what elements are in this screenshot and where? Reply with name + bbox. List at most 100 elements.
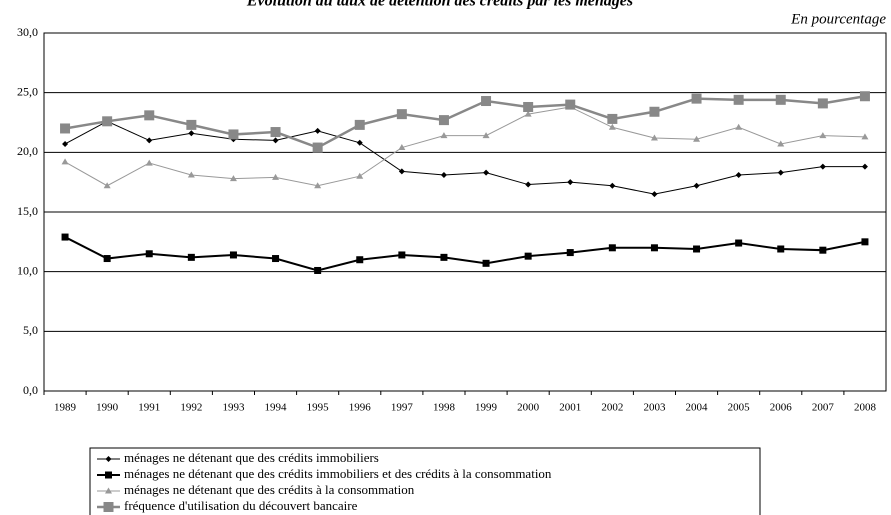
point xyxy=(693,182,700,189)
point xyxy=(102,116,113,127)
x-tick-label: 1995 xyxy=(307,402,330,414)
y-tick-label: 15,0 xyxy=(17,204,38,218)
point xyxy=(272,137,279,144)
legend-marker xyxy=(105,487,112,494)
legend-marker xyxy=(105,471,112,479)
x-tick-label: 2005 xyxy=(728,402,751,414)
point xyxy=(565,99,576,110)
point xyxy=(649,106,660,117)
point xyxy=(566,249,574,257)
point xyxy=(651,191,658,198)
point xyxy=(609,182,616,189)
point xyxy=(61,233,69,241)
point xyxy=(228,129,239,140)
x-tick-label: 2006 xyxy=(770,402,793,414)
point xyxy=(650,134,658,141)
point xyxy=(144,110,155,121)
series-line xyxy=(64,106,865,187)
point xyxy=(398,144,406,151)
x-tick-label: 1996 xyxy=(349,402,372,414)
y-tick-label: 25,0 xyxy=(17,84,38,98)
point xyxy=(60,123,71,134)
point xyxy=(524,110,532,117)
point xyxy=(440,132,448,139)
point xyxy=(608,244,616,252)
legend-label: ménages ne détenant que des crédits immo… xyxy=(124,450,379,465)
point xyxy=(440,172,447,179)
point xyxy=(525,181,532,188)
y-tick-label: 0,0 xyxy=(23,383,38,397)
x-tick-label: 1997 xyxy=(391,402,414,414)
x-tick-label: 1992 xyxy=(180,402,202,414)
point xyxy=(483,169,490,176)
y-tick-label: 30,0 xyxy=(17,25,38,39)
x-tick-label: 1990 xyxy=(96,402,119,414)
point xyxy=(524,252,532,260)
point xyxy=(861,163,868,170)
x-tick-label: 1994 xyxy=(265,402,288,414)
point xyxy=(819,163,826,170)
point xyxy=(396,109,407,120)
point xyxy=(272,255,280,263)
point xyxy=(186,119,197,130)
series-line xyxy=(64,236,866,272)
point xyxy=(398,251,406,259)
point xyxy=(440,253,448,261)
legend-marker xyxy=(103,502,114,512)
x-tick-label: 1998 xyxy=(433,402,456,414)
legend-label: fréquence d'utilisation du découvert ban… xyxy=(124,498,358,513)
legend-box xyxy=(89,447,761,515)
point xyxy=(523,101,534,112)
point xyxy=(861,238,869,246)
x-tick-label: 1991 xyxy=(138,402,160,414)
point xyxy=(733,94,744,105)
x-tick-label: 1989 xyxy=(54,402,77,414)
point xyxy=(145,159,153,166)
point xyxy=(356,172,364,179)
point xyxy=(188,130,195,137)
x-tick-label: 2000 xyxy=(517,402,540,414)
x-tick-label: 1999 xyxy=(475,402,498,414)
point xyxy=(356,256,364,264)
legend-label: ménages ne détenant que des crédits immo… xyxy=(124,466,552,481)
point xyxy=(777,169,784,176)
x-tick-label: 2001 xyxy=(559,402,581,414)
point xyxy=(272,173,280,180)
point xyxy=(819,132,827,139)
chart-title: Évolution du taux de détention des crédi… xyxy=(246,0,633,10)
point xyxy=(103,255,111,263)
legend-marker xyxy=(105,456,112,462)
point xyxy=(145,250,153,258)
point xyxy=(229,175,237,182)
legend-label: ménages ne détenant que des crédits à la… xyxy=(124,482,415,497)
point xyxy=(650,244,658,252)
point xyxy=(354,119,365,130)
x-tick-label: 2007 xyxy=(812,402,835,414)
point xyxy=(482,259,490,267)
point xyxy=(187,253,195,261)
point xyxy=(691,93,702,104)
point xyxy=(482,132,490,139)
point xyxy=(735,239,743,247)
point xyxy=(438,115,449,126)
point xyxy=(775,94,786,105)
point xyxy=(146,137,153,144)
point xyxy=(356,139,363,146)
x-tick-label: 2008 xyxy=(854,402,877,414)
point xyxy=(314,182,322,189)
point xyxy=(229,251,237,259)
series-line xyxy=(64,95,866,149)
point xyxy=(777,245,785,253)
point xyxy=(61,158,69,165)
point xyxy=(398,168,405,175)
point xyxy=(314,266,322,274)
point xyxy=(312,142,323,153)
point xyxy=(567,179,574,186)
point xyxy=(62,140,69,147)
point xyxy=(693,135,701,142)
point xyxy=(314,127,321,134)
point xyxy=(103,182,111,189)
point xyxy=(607,113,618,124)
point xyxy=(735,172,742,179)
